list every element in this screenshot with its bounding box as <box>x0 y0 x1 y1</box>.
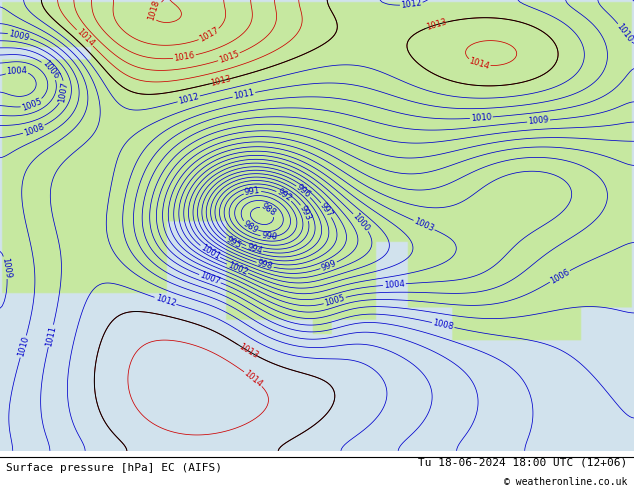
Text: 1009: 1009 <box>8 29 30 43</box>
Text: 995: 995 <box>224 235 243 251</box>
Text: 1012: 1012 <box>154 294 177 309</box>
Text: 1013: 1013 <box>425 17 448 32</box>
Text: 1015: 1015 <box>217 49 240 65</box>
Text: 1010: 1010 <box>615 22 634 44</box>
Text: 991: 991 <box>244 186 261 197</box>
Text: 989: 989 <box>241 219 259 235</box>
Text: 1009: 1009 <box>0 256 12 279</box>
Text: 1007: 1007 <box>198 271 221 287</box>
Text: 1013: 1013 <box>209 74 232 88</box>
Text: © weatheronline.co.uk: © weatheronline.co.uk <box>504 477 628 487</box>
Text: 1018: 1018 <box>146 0 161 22</box>
Text: 1006: 1006 <box>40 59 60 81</box>
Text: 996: 996 <box>294 183 313 200</box>
Text: Surface pressure [hPa] EC (AIFS): Surface pressure [hPa] EC (AIFS) <box>6 464 223 473</box>
Text: 1001: 1001 <box>198 243 221 261</box>
Text: 998: 998 <box>256 259 274 271</box>
Text: 1008: 1008 <box>432 318 455 332</box>
Text: 992: 992 <box>275 188 293 204</box>
Text: 1006: 1006 <box>548 267 571 286</box>
Text: 1002: 1002 <box>226 260 249 277</box>
Text: 1012: 1012 <box>400 0 422 10</box>
Text: 1003: 1003 <box>413 217 436 234</box>
Text: 1004: 1004 <box>6 66 28 76</box>
Text: 1000: 1000 <box>351 211 372 233</box>
Text: 1013: 1013 <box>236 342 259 360</box>
Text: Tu 18-06-2024 18:00 UTC (12+06): Tu 18-06-2024 18:00 UTC (12+06) <box>418 458 628 467</box>
Text: 990: 990 <box>261 231 278 242</box>
Text: 988: 988 <box>259 202 278 218</box>
Text: 1017: 1017 <box>198 26 221 44</box>
Text: 1004: 1004 <box>384 279 405 290</box>
Text: 1014: 1014 <box>468 56 491 71</box>
Text: 997: 997 <box>318 201 335 219</box>
Text: 1011: 1011 <box>44 325 58 347</box>
Text: 1011: 1011 <box>233 88 255 101</box>
Text: 1014: 1014 <box>74 27 96 49</box>
Text: 1005: 1005 <box>323 294 346 308</box>
Text: 1007: 1007 <box>58 81 70 103</box>
Text: 1010: 1010 <box>16 335 30 358</box>
Text: 1008: 1008 <box>22 122 46 138</box>
Text: 1005: 1005 <box>20 97 43 112</box>
Text: 1014: 1014 <box>242 368 264 389</box>
Text: 1010: 1010 <box>470 113 492 123</box>
Text: 1016: 1016 <box>173 51 196 63</box>
Text: 999: 999 <box>320 258 338 272</box>
Text: 1009: 1009 <box>527 116 550 126</box>
Text: 993: 993 <box>298 204 313 222</box>
Text: 1012: 1012 <box>178 92 200 106</box>
Text: 994: 994 <box>245 242 263 255</box>
